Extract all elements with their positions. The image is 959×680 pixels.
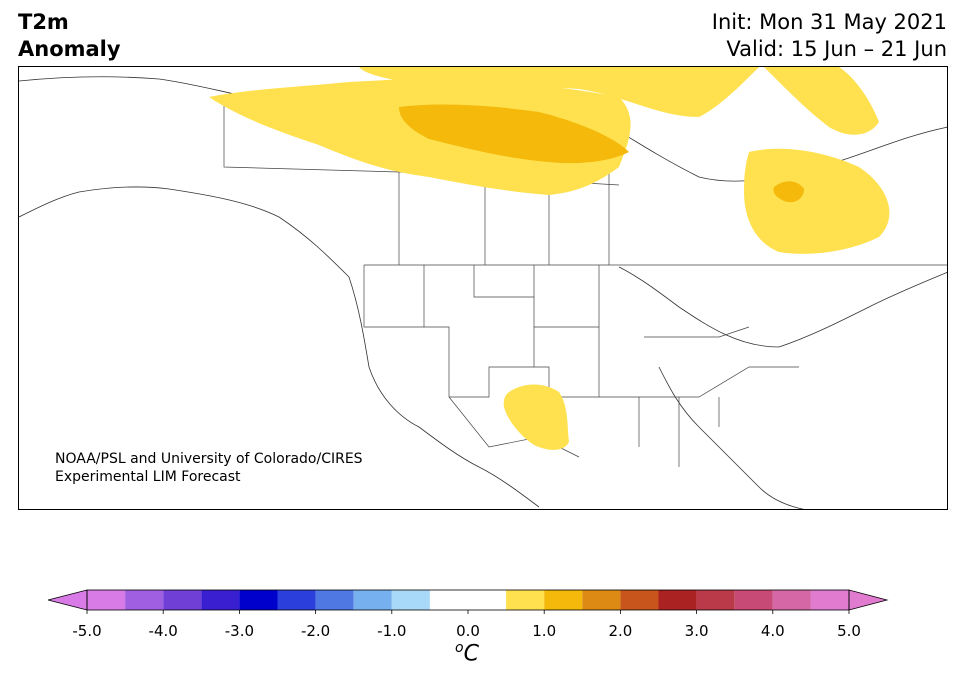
anomaly-region-texas (503, 384, 569, 450)
colorbar (47, 589, 889, 614)
credit-line-2: Experimental LIM Forecast (55, 469, 241, 485)
map-panel (18, 66, 948, 510)
anomaly-region-north-canada (209, 78, 631, 195)
anomaly-core-quebec (773, 181, 804, 203)
colorbar-tick-label: 5.0 (837, 622, 861, 640)
credit-line-1: NOAA/PSL and University of Colorado/CIRE… (55, 451, 363, 467)
colorbar-tick-label: -2.0 (300, 622, 331, 640)
colorbar-cell (201, 590, 240, 610)
colorbar-tick-label: -1.0 (377, 622, 407, 640)
colorbar-cell (658, 590, 697, 610)
colorbar-cell (810, 590, 849, 610)
colorbar-cell (87, 590, 126, 610)
colorbar-cell (353, 590, 392, 610)
colorbar-cell (239, 590, 278, 610)
degree-symbol: o (455, 640, 464, 656)
forecast-dates: Init: Mon 31 May 2021 Valid: 15 Jun – 21… (712, 9, 947, 63)
colorbar-tick-label: -3.0 (224, 622, 255, 640)
colorbar-cell (734, 590, 773, 610)
colorbar-tick-label: -5.0 (72, 622, 102, 640)
credit-text: NOAA/PSL and University of Colorado/CIRE… (55, 450, 363, 486)
anomaly-shading (209, 67, 890, 450)
title-variable: T2m (18, 10, 69, 34)
colorbar-cell (163, 590, 202, 610)
colorbar-tick-label: -4.0 (148, 622, 178, 640)
valid-range: Valid: 15 Jun – 21 Jun (726, 37, 947, 61)
init-date: Init: Mon 31 May 2021 (711, 10, 947, 34)
colorbar-over-arrow (848, 589, 889, 611)
colorbar-tick-label: 0.0 (456, 622, 480, 640)
colorbar-unit: oC (455, 640, 479, 666)
colorbar-cells (87, 590, 849, 610)
colorbar-under-arrow (47, 589, 88, 611)
colorbar-cell (506, 590, 545, 610)
unit-letter: C (463, 641, 479, 667)
title-field: Anomaly (18, 37, 121, 61)
anomaly-region-arctic-islands (359, 67, 759, 117)
colorbar-cell (772, 590, 811, 610)
colorbar-tick-label: 3.0 (684, 622, 709, 640)
map-title: T2m Anomaly (18, 9, 121, 63)
colorbar-cell (696, 590, 735, 610)
colorbar-cell (315, 590, 354, 610)
north-america-map (19, 67, 947, 509)
anomaly-core-north-canada (399, 104, 629, 164)
colorbar-cell (277, 590, 316, 610)
colorbar-cell (429, 590, 507, 610)
colorbar-cell (544, 590, 583, 610)
colorbar-tick-label: 1.0 (532, 622, 557, 640)
colorbar-tick-label: 2.0 (608, 622, 633, 640)
anomaly-region-quebec (744, 148, 890, 254)
colorbar-ticks (86, 610, 850, 614)
colorbar-cell (582, 590, 621, 610)
colorbar-tick-label: 4.0 (760, 622, 785, 640)
colorbar-cell (125, 590, 164, 610)
colorbar-cell (620, 590, 659, 610)
colorbar-cell (391, 590, 430, 610)
anomaly-region-baffin (764, 67, 879, 135)
